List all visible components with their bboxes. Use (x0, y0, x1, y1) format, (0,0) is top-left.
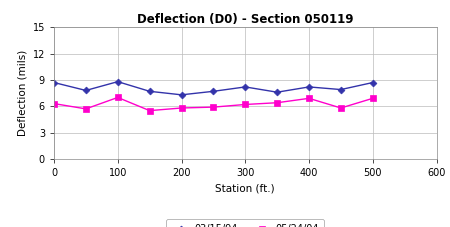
03/15/94 (83, 89, 89, 92)
Y-axis label: Deflection (mils): Deflection (mils) (17, 50, 27, 136)
05/24/04 (370, 97, 375, 100)
03/15/94 (51, 81, 57, 84)
03/15/94 (306, 86, 312, 88)
03/15/94 (243, 86, 248, 88)
03/15/94 (338, 88, 344, 91)
X-axis label: Station (ft.): Station (ft.) (216, 183, 275, 193)
03/15/94 (370, 81, 375, 84)
05/24/04 (83, 108, 89, 110)
Line: 03/15/94: 03/15/94 (52, 79, 375, 97)
05/24/04 (211, 106, 216, 109)
03/15/94 (147, 90, 152, 93)
05/24/04 (243, 103, 248, 106)
Line: 05/24/04: 05/24/04 (51, 95, 376, 114)
05/24/04 (306, 97, 312, 100)
03/15/94 (274, 91, 280, 94)
05/24/04 (338, 107, 344, 109)
Title: Deflection (D0) - Section 050119: Deflection (D0) - Section 050119 (137, 13, 354, 26)
05/24/04 (147, 109, 152, 112)
03/15/94 (115, 80, 121, 83)
05/24/04 (115, 96, 121, 99)
03/15/94 (211, 90, 216, 93)
05/24/04 (51, 102, 57, 105)
05/24/04 (179, 107, 184, 109)
03/15/94 (179, 94, 184, 96)
05/24/04 (274, 101, 280, 104)
Legend: 03/15/94, 05/24/04: 03/15/94, 05/24/04 (166, 219, 324, 227)
